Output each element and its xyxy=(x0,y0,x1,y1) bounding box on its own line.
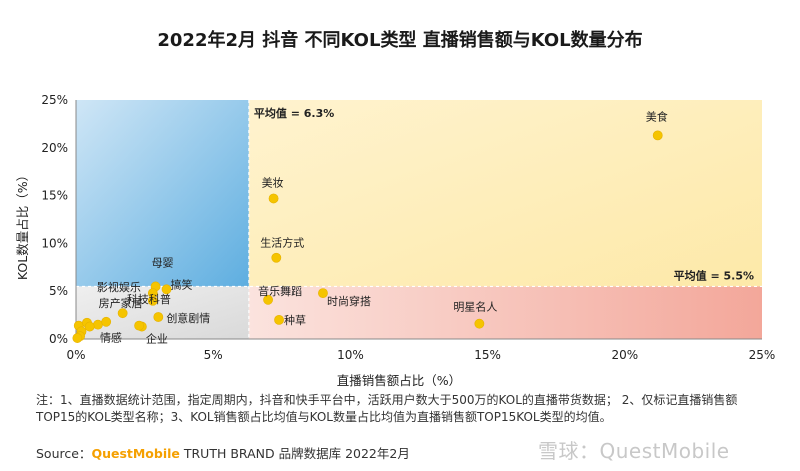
data-point xyxy=(153,312,164,322)
point-label: 音乐舞蹈 xyxy=(258,284,302,298)
x-tick-label: 0% xyxy=(66,348,85,362)
data-point xyxy=(652,130,663,141)
x-tick-label: 15% xyxy=(474,348,501,362)
data-point xyxy=(134,320,145,331)
chart-title: 2022年2月 抖音 不同KOL类型 直播销售额与KOL数量分布 xyxy=(157,30,643,51)
y-axis-label: KOL数量占比（%） xyxy=(15,169,30,280)
point-label: 美食 xyxy=(646,109,668,123)
source-line: Source：QuestMobile TRUTH BRAND 品牌数据库 202… xyxy=(36,443,410,462)
source-suffix: TRUTH BRAND 品牌数据库 2022年2月 xyxy=(179,446,410,461)
y-tick-label: 15% xyxy=(41,189,68,203)
x-tick-label: 25% xyxy=(749,348,776,362)
data-point xyxy=(274,314,284,325)
point-label: 企业 xyxy=(146,332,168,346)
y-tick-label: 5% xyxy=(49,284,68,298)
y-mean-label: 平均值 = 5.5% xyxy=(674,268,754,282)
point-label: 房产家居 xyxy=(99,296,143,310)
data-point xyxy=(474,318,485,329)
x-mean-label: 平均值 = 6.3% xyxy=(254,106,334,120)
watermark: 雪球：QuestMobile xyxy=(538,439,730,463)
data-point xyxy=(268,193,279,204)
y-tick-label: 20% xyxy=(41,141,68,155)
point-label: 母婴 xyxy=(152,256,174,269)
point-label: 生活方式 xyxy=(260,236,304,250)
point-label: 时尚穿搭 xyxy=(327,294,371,308)
point-label: 搞笑 xyxy=(171,277,193,291)
data-point xyxy=(271,252,282,263)
point-label: 明星名人 xyxy=(453,300,497,314)
x-tick-label: 5% xyxy=(204,348,223,362)
source-brand: QuestMobile xyxy=(91,446,180,461)
data-point xyxy=(147,295,158,306)
data-point xyxy=(72,333,83,343)
data-point xyxy=(263,294,273,305)
data-point xyxy=(161,284,172,295)
y-tick-label: 25% xyxy=(41,93,68,107)
quadrant-top-right xyxy=(248,100,762,287)
point-label: 影视娱乐 xyxy=(97,280,141,294)
quadrant-bottom-right xyxy=(248,286,762,339)
point-label: 科技科普 xyxy=(127,292,171,306)
x-tick-label: 10% xyxy=(337,348,364,362)
data-point xyxy=(101,316,112,327)
point-label: 创意剧情 xyxy=(166,311,210,325)
y-tick-label: 10% xyxy=(41,236,68,250)
data-point xyxy=(318,288,328,299)
data-point xyxy=(84,321,95,332)
point-label: 种草 xyxy=(284,313,306,327)
x-axis-label: 直播销售额占比（%） xyxy=(337,373,461,388)
quadrant-top-left xyxy=(76,100,249,287)
point-label: 美妆 xyxy=(262,176,284,189)
x-tick-label: 20% xyxy=(611,348,638,362)
data-point xyxy=(93,319,103,330)
footnote: 注：1、直播数据统计范围，指定周期内，抖音和快手平台中，活跃用户数大于500万的… xyxy=(36,393,738,424)
source-prefix: Source： xyxy=(36,446,92,461)
point-label: 情感 xyxy=(100,332,122,345)
quadrant-bottom-left xyxy=(76,286,249,339)
data-point xyxy=(117,308,128,319)
y-tick-label: 0% xyxy=(49,332,68,346)
